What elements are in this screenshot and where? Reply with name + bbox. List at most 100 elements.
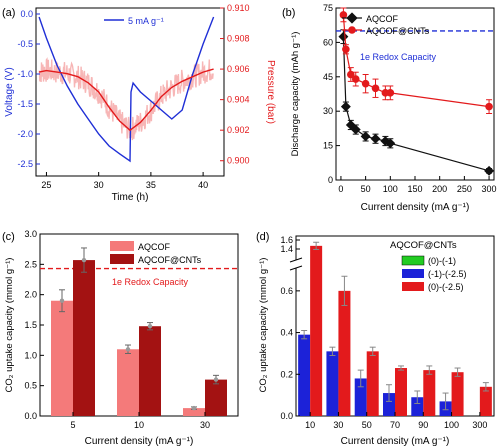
x-tick-label-d: 90 [418,420,428,430]
data-point-aqcof [370,133,381,144]
legend-c-aqcof-cnts-label: AQCOF@CNTs [138,255,202,265]
bar-mean-marker [213,377,219,382]
x-tick-label-a: 40 [198,180,208,190]
x-tick-label-c: 30 [200,420,210,430]
y-tick-label-a-right: 0.908 [227,34,250,44]
legend-d-label-1: (-1)-(-2.5) [428,269,467,279]
panel-a-plot-frame [35,7,225,177]
y-tick-label-d: 0.0 [280,411,293,421]
y-tick-label-c: 2.5 [24,259,37,269]
x-tick-label-b: 150 [407,184,422,194]
y-axis-label-d: CO₂ uptake capacity (mmol g⁻¹) [258,258,269,393]
bar-aqcof [117,349,139,416]
panel-a: (a) 25 30 35 40 0.0 -0.5 -1.0 -1.5 -2.0 -2.5 0.900… [2,3,276,203]
bar-aqcof [183,408,205,416]
panel-b-label: (b) [282,7,295,19]
data-point-aqcof [350,124,361,135]
legend-voltage-label: 5 mA g⁻¹ [128,16,164,26]
bar-mean-marker [147,324,153,329]
y-axis-label-a-left: Voltage (V) [4,67,15,116]
data-point-aqcof [385,138,396,149]
legend-c-aqcof-label: AQCOF [138,242,171,252]
x-tick-label-c: 5 [70,420,75,430]
bar-mean-marker [125,347,131,352]
data-point-aqcof-cnts [361,79,370,88]
y-tick-label-d: 0.4 [280,328,293,338]
bar-range-0-minus2-5 [366,351,379,416]
bar-range-0-minus2-5 [338,290,351,416]
x-tick-label-d: 30 [333,420,343,430]
legend-d-swatch-0 [401,255,425,266]
y-axis-label-a-right: Pressure (bar) [265,60,276,124]
bar-range-minus1-minus2-5 [326,351,339,416]
y-tick-label-a-right: 0.904 [227,95,250,105]
bar-range-0-minus2-5 [395,368,407,416]
bar-range-minus1-minus2-5 [383,393,395,416]
x-axis-label-a: Time (h) [112,192,149,203]
data-point-aqcof-cnts [386,89,395,97]
legend-aqcof-cnts-label: AQCOF@CNTs [366,26,430,36]
x-tick-label-d: 50 [362,420,372,430]
pressure-raw-line [38,57,214,141]
x-tick-label-b: 200 [432,184,447,194]
y-tick-label-a-left: 0.0 [20,9,33,19]
legend-c-aqcof-swatch [110,241,134,251]
voltage-line [38,16,215,163]
y-tick-label-a-left: -1.0 [17,69,33,79]
y-tick-label-c: 2.0 [24,290,37,300]
y-tick-label-a-left: -1.5 [17,99,33,109]
bar-range-minus1-minus2-5 [354,378,367,416]
data-point-aqcof [340,101,351,112]
legend-aqcof-marker [346,12,358,24]
y-tick-label-d: 0.2 [280,369,293,379]
x-tick-label-d: 300 [472,420,487,430]
data-point-aqcof-cnts [342,45,350,54]
x-axis-label-c: Current density (mA g⁻¹) [85,436,194,447]
y-tick-label-b: 30 [323,106,333,116]
pressure-line [38,68,214,132]
y-tick-label-c: 1.0 [24,350,37,360]
y-tick-label-d: 1.6 [280,235,293,245]
x-axis-label-b: Current density (mA g⁻¹) [361,202,470,213]
y-tick-label-c: 0.0 [24,411,37,421]
axis-break-mark [289,265,303,271]
legend-d-swatch-2 [402,282,424,291]
y-axis-label-c: CO₂ uptake capacity (mmol g⁻¹) [4,258,15,393]
bar-mean-marker [59,298,65,303]
y-tick-label-c: 3.0 [24,229,37,239]
bar-range-0-minus2-5 [451,372,464,416]
bar-range-0-minus2-5 [310,245,323,416]
x-tick-label-b: 0 [338,184,343,194]
x-tick-label-b: 250 [457,184,472,194]
data-point-aqcof-cnts [485,102,493,111]
pressure-raw-noise [38,57,214,141]
bar-range-0-minus2-5 [479,386,492,416]
reference-line-label-b: 1e Redox Capacity [360,52,437,62]
y-tick-label-b: 45 [323,72,333,82]
bar-range-minus1-minus2-5 [411,397,424,416]
y-tick-label-c: 1.5 [24,320,37,330]
y-tick-label-d: 0.6 [280,286,293,296]
panel-c-label: (c) [2,231,15,243]
x-tick-label-b: 50 [361,184,371,194]
y-tick-label-c: 0.5 [24,381,37,391]
y-tick-label-a-left: -0.5 [17,39,33,49]
y-tick-label-a-right: 0.910 [227,3,250,13]
y-axis-label-b: Discharge capacity (mAh g⁻¹) [290,32,301,157]
y-tick-label-a-right: 0.902 [227,125,250,135]
bar-aqcof-cnts [73,260,95,416]
legend-aqcof-label: AQCOF [366,14,399,24]
y-tick-label-b: 75 [323,3,333,13]
x-tick-label-d: 100 [444,420,459,430]
legend-d-label-0: (0)-(-1) [428,256,456,266]
x-tick-label-b: 300 [482,184,497,194]
x-tick-label-c: 10 [134,420,144,430]
legend-d-label-2: (0)-(-2.5) [428,282,464,292]
y-tick-label-b: 0 [328,175,333,185]
axis-break-mark [289,257,303,263]
x-tick-label-a: 30 [94,180,104,190]
y-tick-label-d: 1.4 [280,244,293,254]
bar-aqcof-cnts [139,326,161,416]
legend-aqcof-cnts-marker [348,26,356,34]
